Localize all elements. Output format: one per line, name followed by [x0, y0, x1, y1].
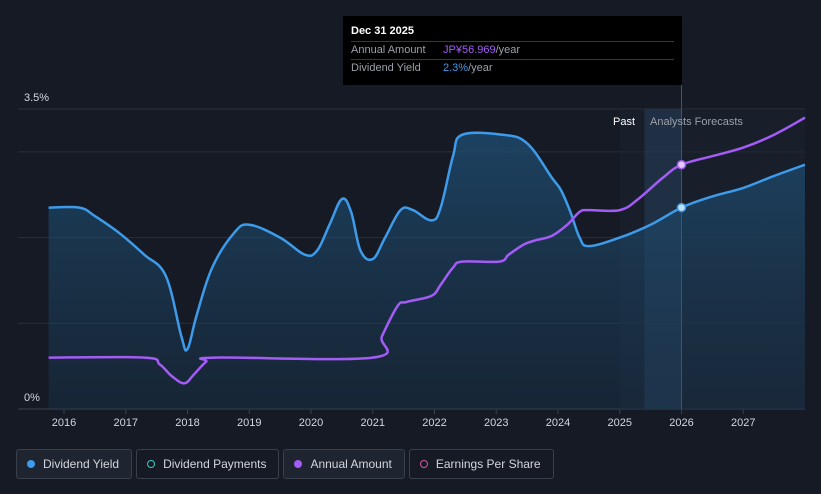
tooltip-value: JP¥56.969 [443, 44, 496, 56]
dividend-chart: 3.5% 0% Past Analysts Forecasts 2016 2017… [18, 85, 806, 429]
legend-dot-icon [419, 460, 428, 468]
x-tick-label: 2020 [299, 417, 323, 429]
hover-marker [676, 202, 687, 213]
tooltip-date: Dec 31 2025 [351, 25, 414, 37]
dividend-yield-line [48, 131, 806, 352]
legend-dividend-payments[interactable]: Dividend Payments [136, 449, 280, 479]
legend-label: Annual Amount [310, 457, 392, 471]
x-tick-label: 2016 [52, 417, 76, 429]
hover-marker [676, 159, 687, 170]
dividend-yield-area [48, 132, 805, 409]
x-tick-label: 2018 [175, 417, 199, 429]
x-tick-label: 2025 [608, 417, 632, 429]
analysts-forecasts-label: Analysts Forecasts [650, 116, 743, 128]
x-tick-label: 2024 [546, 417, 570, 429]
tooltip-label: Dividend Yield [351, 62, 421, 74]
x-tick-label: 2019 [237, 417, 261, 429]
annual-amount-line [48, 116, 806, 385]
legend-label: Dividend Yield [43, 457, 120, 471]
x-tick-label: 2027 [731, 417, 755, 429]
tooltip-unit: /year [468, 62, 493, 74]
x-tick-label: 2023 [484, 417, 508, 429]
legend-label: Earnings Per Share [435, 457, 541, 471]
y-tick-label-top: 3.5% [24, 92, 49, 104]
x-tick-label: 2022 [422, 417, 446, 429]
legend: Dividend Yield Dividend Payments Annual … [16, 449, 554, 479]
tooltip-row-dividend-yield: Dividend Yield 2.3% /year [351, 59, 674, 77]
tooltip-label: Annual Amount [351, 44, 426, 56]
tooltip-row-annual-amount: Annual Amount JP¥56.969 /year [351, 41, 674, 59]
legend-dot-icon [147, 460, 156, 468]
legend-dot-icon [294, 460, 303, 468]
tooltip-value: 2.3% [443, 62, 469, 74]
y-axis: 3.5% 0% [24, 92, 49, 404]
legend-annual-amount[interactable]: Annual Amount [283, 449, 405, 479]
x-tick-label: 2021 [361, 417, 385, 429]
tooltip-unit: /year [495, 44, 521, 56]
x-tick-label: 2017 [114, 417, 138, 429]
legend-earnings-per-share[interactable]: Earnings Per Share [408, 449, 554, 479]
x-tick-label: 2026 [669, 417, 693, 429]
legend-dot-icon [27, 460, 35, 468]
y-tick-label-bottom: 0% [24, 392, 40, 404]
tooltip: Dec 31 2025 Annual Amount JP¥56.969 /yea… [343, 16, 682, 85]
legend-label: Dividend Payments [163, 457, 267, 471]
hover-markers [676, 159, 687, 213]
past-label: Past [613, 116, 635, 128]
legend-dividend-yield[interactable]: Dividend Yield [16, 449, 133, 479]
x-axis: 2016 2017 2018 2019 2020 2021 2022 2023 2024 2025… [52, 409, 755, 429]
